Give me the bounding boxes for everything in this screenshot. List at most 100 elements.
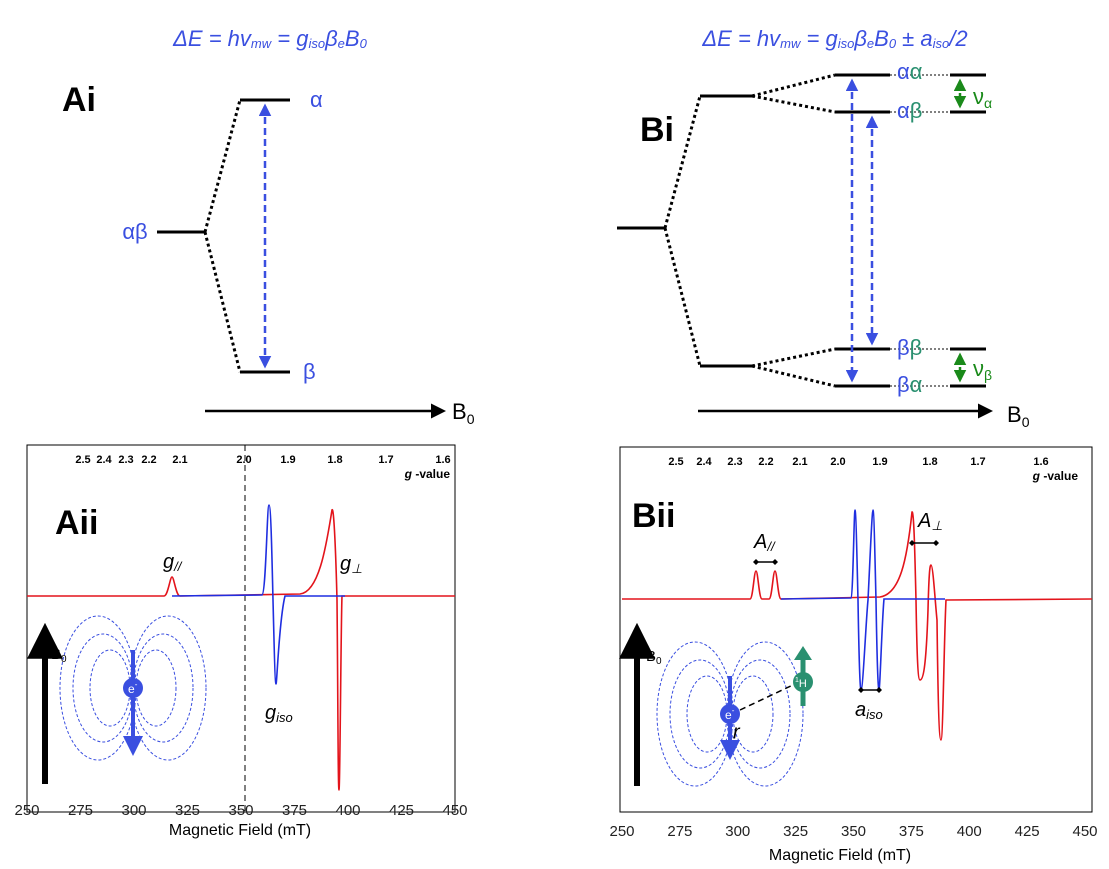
nu-label: νβ bbox=[973, 356, 992, 383]
formula: β bbox=[324, 26, 338, 51]
annotation: g⊥ bbox=[340, 553, 362, 576]
g-tick-label: 2.0 bbox=[236, 454, 251, 466]
level-label: αβ bbox=[897, 98, 922, 123]
formula: mw bbox=[251, 36, 273, 51]
annotation: g// bbox=[163, 551, 183, 574]
g-axis-label: g -value bbox=[1032, 469, 1079, 483]
g-tick-label: 1.9 bbox=[872, 456, 887, 468]
electron-label: e bbox=[128, 682, 135, 696]
x-tick-label: 250 bbox=[609, 823, 634, 840]
formula: e bbox=[338, 36, 345, 51]
g-tick-label: 1.9 bbox=[280, 454, 295, 466]
level-split bbox=[203, 231, 242, 373]
level-split bbox=[751, 94, 836, 114]
g-axis-label: g bbox=[404, 467, 413, 481]
plot-frame bbox=[26, 444, 456, 813]
proton bbox=[793, 672, 813, 692]
x-tick-label: 375 bbox=[282, 802, 307, 819]
electron-label: e- bbox=[128, 680, 138, 696]
b0-label: 0 bbox=[656, 656, 662, 667]
level-label: α bbox=[897, 98, 910, 123]
panel-label: Aii bbox=[55, 504, 98, 542]
energy-levels bbox=[617, 73, 986, 388]
b0-label: B0 bbox=[51, 646, 67, 665]
distance-line bbox=[739, 683, 796, 711]
nu-label: α bbox=[984, 95, 992, 111]
g-axis-label: g -value bbox=[404, 467, 451, 481]
field-label: 0 bbox=[467, 411, 475, 427]
b0-label: 0 bbox=[61, 654, 67, 665]
annotation: aiso bbox=[855, 699, 883, 722]
annotation: a bbox=[855, 699, 866, 721]
x-tick-label: 300 bbox=[121, 802, 146, 819]
formula: ± a bbox=[896, 26, 933, 51]
level-split bbox=[663, 95, 702, 229]
panel-ai: ΔE = hvmw = gisoβeB0 Ai αβ α β B0 bbox=[62, 26, 475, 427]
panel-label: Bii bbox=[632, 497, 675, 535]
g-ticks: 2.5 2.4 2.3 2.2 2.1 2.0 1.9 1.8 1.7 1.6 bbox=[668, 456, 1048, 468]
level-label: βα bbox=[897, 372, 923, 397]
annotation: A bbox=[917, 510, 931, 532]
level-label: β bbox=[910, 335, 923, 360]
panel-bi: ΔE = hvmw = gisoβeB0 ± aiso/2 Bi αα αβ β… bbox=[617, 26, 1030, 430]
g-axis-label: -value bbox=[412, 467, 450, 481]
electron bbox=[720, 704, 740, 724]
x-tick-label: 450 bbox=[442, 802, 467, 819]
annotation: iso bbox=[866, 707, 883, 722]
proton-label: 1 bbox=[795, 677, 799, 684]
formula: ΔE = hvmw = gisoβeB0 ± aiso/2 bbox=[701, 26, 967, 52]
nu-label: ν bbox=[973, 356, 984, 381]
formula: β bbox=[853, 26, 867, 51]
g-axis-label: -value bbox=[1040, 469, 1078, 483]
spectrum-red bbox=[27, 509, 455, 791]
level-label: α bbox=[910, 372, 923, 397]
level-split bbox=[663, 73, 836, 388]
formula: = g bbox=[271, 26, 309, 51]
g-tick-label: 2.1 bbox=[792, 456, 807, 468]
level-label: αα bbox=[897, 59, 923, 84]
energy-levels bbox=[157, 98, 290, 374]
g-tick-label: 2.3 bbox=[727, 456, 742, 468]
g-tick-label: 2.1 bbox=[172, 454, 187, 466]
annotation: ⊥ bbox=[931, 518, 942, 533]
electron-label: - bbox=[135, 680, 138, 689]
x-tick-label: 275 bbox=[667, 823, 692, 840]
g-tick-label: 2.5 bbox=[668, 456, 683, 468]
level-split bbox=[751, 364, 836, 388]
spectrum-blue bbox=[780, 509, 945, 691]
formula: mw bbox=[780, 36, 802, 51]
level-label: β bbox=[303, 359, 316, 384]
formula: = g bbox=[800, 26, 838, 51]
level-split bbox=[203, 99, 242, 233]
panel-aii: 2.5 2.4 2.3 2.2 2.1 2.0 1.9 1.8 1.7 1.6 g -value … bbox=[14, 444, 468, 839]
plot-frame bbox=[619, 446, 1093, 813]
dipole-field bbox=[729, 659, 791, 769]
field-label: B0 bbox=[1007, 402, 1030, 430]
g-tick-label: 2.0 bbox=[830, 456, 845, 468]
g-axis-label: g bbox=[1032, 469, 1041, 483]
x-tick-label: 425 bbox=[389, 802, 414, 819]
annotation: ⊥ bbox=[351, 561, 362, 576]
annotation: iso bbox=[276, 710, 293, 725]
formula: iso bbox=[933, 36, 950, 51]
level-label: αβ bbox=[122, 219, 147, 244]
annotation: g bbox=[265, 702, 276, 724]
panel-bii: 2.5 2.4 2.3 2.2 2.1 2.0 1.9 1.8 1.7 1.6 g -value … bbox=[609, 446, 1098, 864]
g-tick-label: 2.2 bbox=[141, 454, 156, 466]
x-tick-label: 300 bbox=[725, 823, 750, 840]
x-tick-label: 450 bbox=[1072, 823, 1097, 840]
level-label: β bbox=[897, 372, 910, 397]
formula: ΔE = hv bbox=[701, 26, 782, 51]
level-label: ββ bbox=[897, 335, 922, 360]
annotation: // bbox=[766, 539, 776, 554]
x-tick-label: 250 bbox=[14, 802, 39, 819]
level-label: α bbox=[310, 87, 323, 112]
formula: iso bbox=[838, 36, 855, 51]
panel-label: Bi bbox=[640, 111, 674, 149]
nuclear-spin-head bbox=[794, 646, 812, 660]
formula: iso bbox=[308, 36, 325, 51]
annotation: A⊥ bbox=[917, 510, 943, 533]
g-tick-label: 1.6 bbox=[1033, 456, 1048, 468]
x-tick-label: 425 bbox=[1015, 823, 1040, 840]
g-tick-label: 2.4 bbox=[96, 454, 112, 466]
